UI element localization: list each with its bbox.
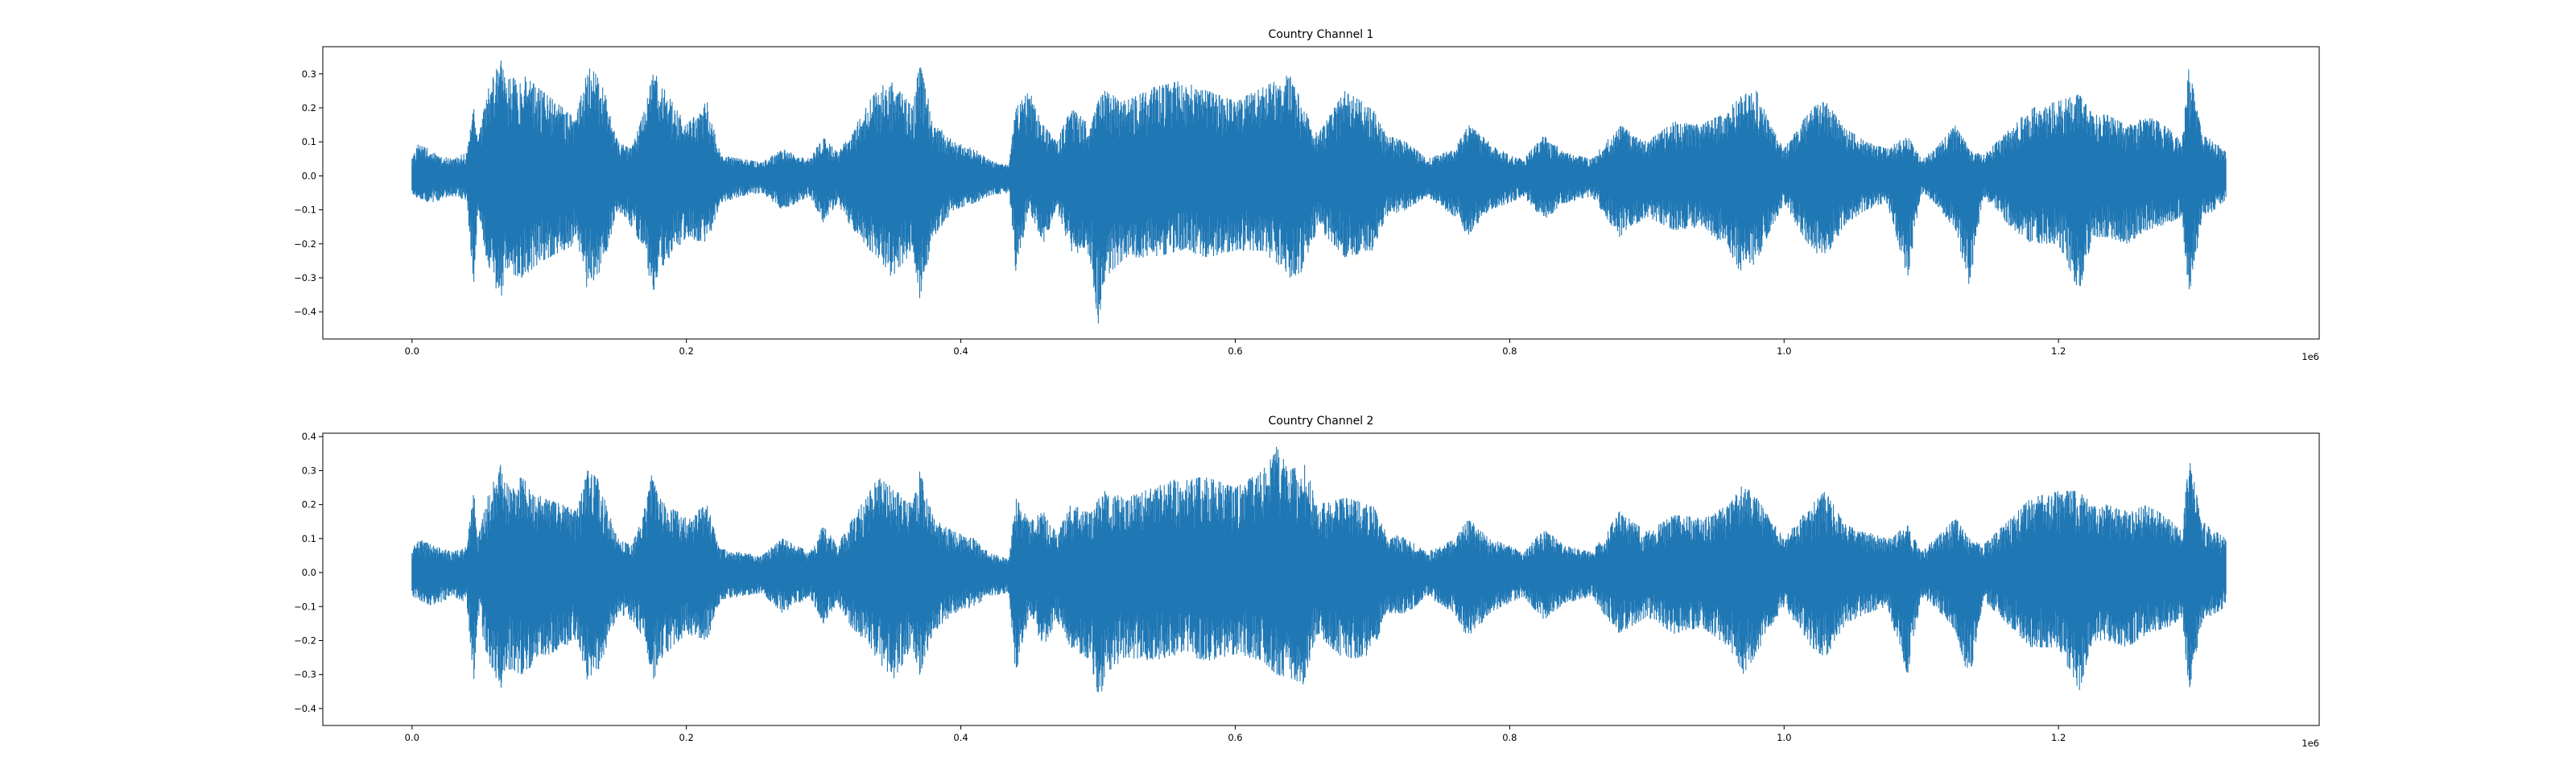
chart-title: Country Channel 1 [1269, 28, 1374, 41]
x-tick-label: 1.0 [1777, 345, 1791, 357]
x-tick-label: 0.0 [405, 345, 419, 357]
y-tick-label: 0.3 [302, 68, 316, 80]
y-tick-label: 0.0 [302, 567, 316, 578]
y-tick-label: 0.1 [302, 136, 316, 147]
axes-frame [322, 432, 2320, 726]
y-tick-label: −0.4 [294, 703, 316, 714]
y-tick-label: 0.1 [302, 533, 316, 544]
x-tick-label: 0.2 [679, 345, 694, 357]
waveform-series [411, 60, 2227, 324]
x-tick-label: 1.2 [2051, 732, 2066, 743]
x-tick-label: 0.4 [953, 732, 968, 743]
y-tick-label: 0.3 [302, 465, 316, 476]
x-tick-label: 0.8 [1502, 732, 1517, 743]
y-tick-label: 0.4 [302, 431, 316, 442]
x-tick-label: 0.4 [953, 345, 968, 357]
y-tick-label: −0.1 [294, 601, 316, 612]
axes-frame [322, 46, 2320, 340]
y-tick-label: 0.2 [302, 499, 316, 511]
chart-panel-channel-1: Country Channel 1 0.0 0.2 0.4 0.6 0.8 1.0 1.2 1e… [294, 28, 2320, 362]
y-tick-label: 0.2 [302, 102, 316, 114]
chart-panel-channel-2: Country Channel 2 0.0 0.2 0.4 0.6 0.8 1.0 1.2 1e… [294, 415, 2320, 749]
x-tick-label: 0.6 [1228, 345, 1242, 357]
x-tick-label: 0.2 [679, 732, 694, 743]
y-tick-label: −0.2 [294, 635, 316, 646]
x-tick-label: 0.6 [1228, 732, 1242, 743]
y-tick-label: −0.3 [294, 272, 316, 283]
x-tick-label: 0.0 [405, 732, 419, 743]
y-tick-label: 0.0 [302, 170, 316, 181]
chart-title: Country Channel 2 [1269, 415, 1374, 428]
y-tick-label: −0.2 [294, 238, 316, 250]
x-offset-label: 1e6 [2301, 738, 2319, 749]
y-tick-label: −0.4 [294, 306, 316, 317]
y-tick-label: −0.3 [294, 669, 316, 680]
y-tick-label: −0.1 [294, 205, 316, 216]
x-tick-label: 1.0 [1777, 732, 1791, 743]
waveform-series [411, 446, 2227, 692]
x-offset-label: 1e6 [2301, 351, 2319, 362]
x-tick-label: 1.2 [2051, 345, 2066, 357]
x-tick-label: 0.8 [1502, 345, 1517, 357]
